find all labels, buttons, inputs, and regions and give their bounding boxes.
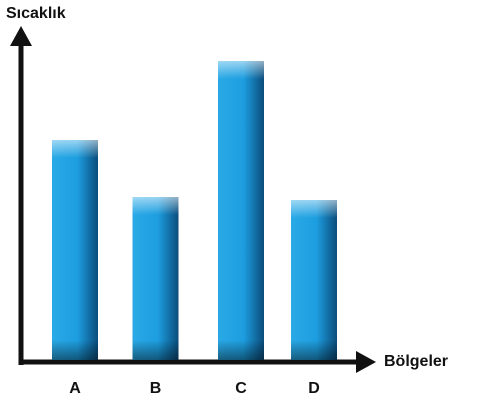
x-tick-label: A [69, 380, 81, 397]
x-axis-label: Bölgeler [384, 353, 448, 370]
x-axis-arrow [356, 351, 376, 373]
bar-highlight [291, 200, 337, 218]
bar [132, 197, 179, 360]
y-axis-label: Sıcaklık [6, 5, 66, 22]
bar-highlight [218, 61, 264, 79]
bar [218, 61, 264, 360]
x-tick-label: C [235, 380, 247, 397]
bar-shade [218, 340, 264, 360]
y-axis-arrow [10, 26, 32, 46]
bar-shade [52, 340, 98, 360]
bar-highlight [132, 197, 179, 215]
x-tick-label: D [308, 380, 320, 397]
bar-shade [132, 340, 179, 360]
bar-highlight [52, 140, 98, 158]
bar-shade [291, 340, 337, 360]
bar [52, 140, 98, 360]
x-tick-label: B [150, 380, 162, 397]
bar [291, 200, 337, 360]
